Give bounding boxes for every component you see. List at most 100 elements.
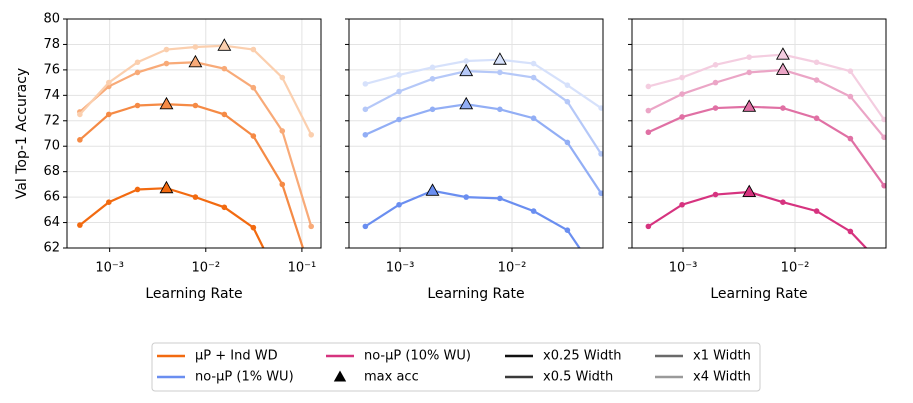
point	[429, 106, 436, 113]
point	[362, 81, 369, 87]
point	[679, 74, 685, 81]
point	[564, 139, 571, 146]
point	[564, 227, 571, 233]
series-line	[79, 187, 265, 248]
point	[497, 195, 503, 202]
point	[279, 74, 286, 81]
legend-label: µP + Ind WD	[195, 349, 278, 364]
point	[134, 59, 141, 66]
point	[847, 93, 854, 100]
point	[106, 111, 112, 118]
point	[396, 88, 402, 95]
point	[645, 223, 652, 230]
point	[679, 91, 685, 97]
point	[679, 114, 685, 120]
y-tick-label: 70	[43, 139, 60, 154]
point	[362, 223, 369, 230]
max-marker	[159, 96, 174, 110]
max-marker	[492, 52, 507, 65]
x-tick-label: 10⁻²	[498, 261, 527, 276]
legend-label: x0.25 Width	[543, 349, 622, 364]
point	[106, 79, 112, 86]
y-tick-label: 62	[43, 241, 60, 256]
max-marker	[775, 62, 790, 75]
point	[396, 72, 402, 78]
point	[881, 134, 886, 141]
point	[77, 111, 83, 118]
y-tick-label: 72	[43, 113, 60, 128]
point	[463, 194, 470, 200]
point	[279, 181, 286, 188]
point	[134, 69, 141, 76]
point	[746, 69, 753, 76]
point	[77, 222, 83, 228]
x-axis-label: Learning Rate	[710, 286, 807, 302]
point	[134, 102, 141, 109]
point	[881, 182, 886, 189]
y-tick-label: 80	[43, 12, 60, 27]
point	[192, 44, 199, 50]
point	[279, 283, 285, 289]
legend-label: x1 Width	[693, 349, 751, 364]
point	[530, 74, 537, 81]
legend-label: x4 Width	[693, 370, 751, 385]
point	[163, 46, 170, 53]
y-tick-label: 64	[43, 215, 60, 230]
point	[712, 62, 719, 68]
legend-frame	[151, 342, 761, 392]
point	[77, 137, 83, 143]
point	[192, 194, 199, 200]
point	[497, 69, 503, 76]
series-line	[79, 61, 313, 227]
point	[221, 204, 228, 211]
point	[221, 111, 228, 118]
point	[250, 46, 257, 53]
max-marker	[459, 63, 474, 77]
point	[645, 83, 652, 90]
point	[881, 116, 886, 123]
point	[530, 115, 537, 122]
point	[564, 82, 571, 88]
point	[712, 191, 719, 198]
y-axis-label: Val Top-1 Accuracy	[14, 68, 30, 199]
point	[712, 105, 719, 111]
point	[645, 107, 652, 114]
point	[598, 105, 603, 111]
point	[598, 277, 604, 283]
max-marker	[742, 99, 757, 112]
max-marker	[188, 54, 203, 68]
point	[362, 131, 369, 138]
point	[746, 54, 753, 60]
point	[645, 129, 652, 136]
axes-frame	[66, 18, 322, 249]
series-line	[648, 53, 885, 121]
point	[429, 75, 436, 82]
axes-frame	[631, 18, 887, 249]
x-axis-label: Learning Rate	[427, 286, 524, 302]
axes-frame	[348, 18, 604, 249]
plot-area	[362, 52, 604, 283]
point	[847, 135, 854, 142]
point	[463, 58, 470, 64]
x-tick-label: 10⁻²	[191, 261, 220, 276]
max-marker	[742, 184, 757, 198]
point	[530, 208, 537, 214]
point	[163, 60, 170, 67]
plot-area	[77, 38, 315, 289]
legend-label: max acc	[364, 370, 419, 385]
point	[429, 64, 436, 71]
x-axis-label: Learning Rate	[145, 286, 242, 302]
y-tick-label: 66	[43, 190, 60, 205]
point	[813, 59, 820, 66]
point	[497, 106, 503, 113]
max-marker	[425, 183, 440, 196]
point	[564, 98, 571, 105]
point	[250, 133, 257, 139]
point	[362, 106, 369, 113]
series-line	[364, 103, 603, 194]
max-marker	[775, 47, 790, 60]
point	[881, 264, 887, 270]
y-tick-label: 78	[43, 37, 60, 52]
point	[813, 208, 820, 214]
